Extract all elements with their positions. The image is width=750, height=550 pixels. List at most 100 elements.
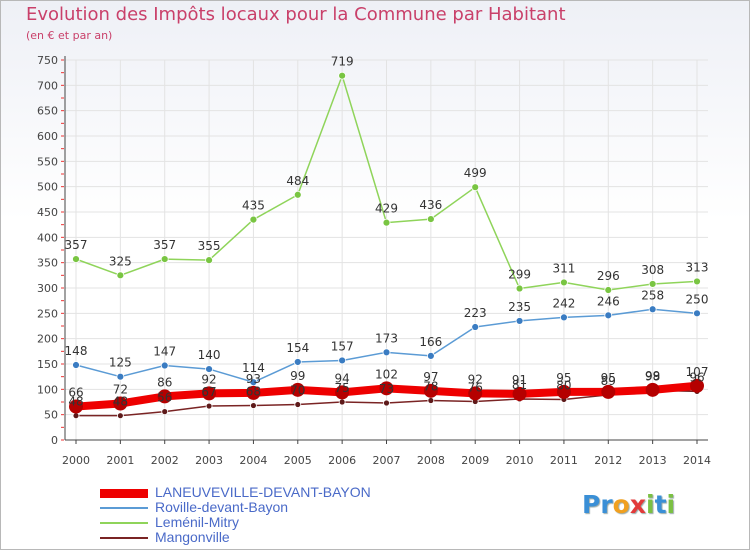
grid-lines [65, 59, 708, 441]
data-point [604, 286, 613, 294]
legend-item-lemenil[interactable]: Leménil-Mitry [100, 514, 420, 530]
legend-label-mangonville: Mangonville [155, 529, 230, 545]
data-point [338, 71, 347, 80]
data-point [427, 397, 435, 404]
chart-title: Evolution des Impôts locaux pour la Comm… [26, 4, 566, 25]
x-tick-label: 2012 [594, 454, 622, 467]
data-point [205, 256, 213, 265]
series-2 [72, 71, 701, 294]
data-label: 114 [242, 361, 265, 375]
data-point [72, 255, 80, 264]
data-point [693, 277, 701, 286]
data-point [560, 278, 568, 287]
x-tick-label: 2007 [373, 454, 401, 467]
data-label: 92 [468, 372, 483, 386]
y-tick-label: 350 [37, 257, 58, 270]
data-point [293, 358, 302, 366]
data-label: 95 [601, 371, 616, 385]
data-point [648, 280, 657, 288]
data-point [293, 190, 302, 199]
data-label: 140 [198, 348, 221, 362]
legend-label-lemenil: Leménil-Mitry [155, 514, 240, 530]
data-label: 357 [153, 238, 176, 252]
data-point [693, 309, 701, 318]
y-tick-label: 50 [44, 409, 58, 422]
series-1 [72, 305, 701, 387]
data-label: 308 [641, 263, 664, 277]
data-label: 429 [375, 202, 398, 216]
data-point [205, 402, 213, 410]
series-0 [69, 378, 704, 414]
data-label: 78 [423, 379, 438, 393]
data-label: 91 [512, 373, 527, 387]
y-tick-label: 400 [37, 231, 58, 244]
data-label: 299 [508, 268, 531, 282]
data-point [383, 399, 390, 407]
data-point [69, 399, 83, 414]
data-label: 148 [65, 344, 88, 358]
data-labels: 66 72 86 92 93 99 94 102 97 92 91 95 95 99 107 148 125 14… [65, 55, 709, 409]
x-tick-label: 2004 [239, 454, 267, 467]
data-label: 102 [375, 367, 398, 381]
x-tick-label: 2008 [417, 454, 445, 467]
y-tick-label: 600 [37, 130, 58, 143]
x-tick-label: 2009 [461, 454, 489, 467]
data-label: 66 [68, 386, 83, 400]
data-label: 107 [686, 365, 709, 379]
data-label: 719 [331, 55, 354, 69]
data-point [468, 386, 483, 401]
data-label: 96 [689, 370, 704, 384]
data-label: 147 [153, 345, 176, 359]
logo-letter: r [600, 490, 613, 519]
data-point [202, 386, 217, 401]
data-point [161, 408, 169, 416]
data-label: 72 [113, 383, 128, 397]
y-tick-label: 650 [37, 105, 58, 118]
logo-letter: i [646, 490, 655, 519]
logo-letter: x [629, 490, 646, 519]
data-point [157, 389, 172, 404]
logo-letter: i [666, 490, 676, 519]
proxiti-logo[interactable]: Proxiti [582, 490, 675, 519]
data-point [426, 351, 435, 360]
data-label: 97 [423, 370, 438, 384]
y-tick-label: 0 [51, 434, 58, 447]
data-label: 223 [464, 306, 487, 320]
data-label: 311 [552, 261, 575, 275]
data-label: 75 [335, 381, 350, 395]
x-tick-label: 2006 [328, 454, 356, 467]
data-label: 355 [198, 239, 221, 253]
data-point [423, 383, 438, 398]
data-label: 80 [556, 378, 571, 392]
legend-item-roville[interactable]: Roville-devant-Bayon [100, 499, 420, 515]
legend-item-laneuveville[interactable]: LANEUVEVILLE-DEVANT-BAYON [100, 484, 420, 500]
y-tick-label: 200 [37, 333, 58, 346]
data-point [113, 396, 128, 411]
x-tick-label: 2010 [506, 454, 534, 467]
data-point [72, 361, 80, 369]
logo-letter: t [654, 490, 667, 519]
data-point [690, 378, 704, 393]
data-point [382, 348, 391, 357]
data-point [471, 323, 480, 331]
data-label: 235 [508, 300, 531, 314]
data-point [160, 361, 169, 370]
data-point [556, 384, 571, 399]
data-label: 242 [552, 296, 575, 310]
data-point [426, 215, 435, 223]
legend-label-roville: Roville-devant-Bayon [155, 499, 289, 515]
chart-subtitle: (en € et par an) [26, 29, 113, 42]
data-label: 166 [419, 335, 442, 349]
data-label: 499 [464, 166, 487, 180]
data-point [515, 284, 524, 293]
data-point [205, 365, 213, 373]
data-label: 70 [290, 384, 305, 398]
data-point [72, 412, 80, 420]
data-label: 48 [68, 395, 83, 409]
data-point [382, 218, 391, 227]
y-tick-label: 300 [37, 282, 58, 295]
y-tick-label: 700 [37, 79, 58, 92]
legend-item-mangonville[interactable]: Mangonville [100, 529, 420, 545]
